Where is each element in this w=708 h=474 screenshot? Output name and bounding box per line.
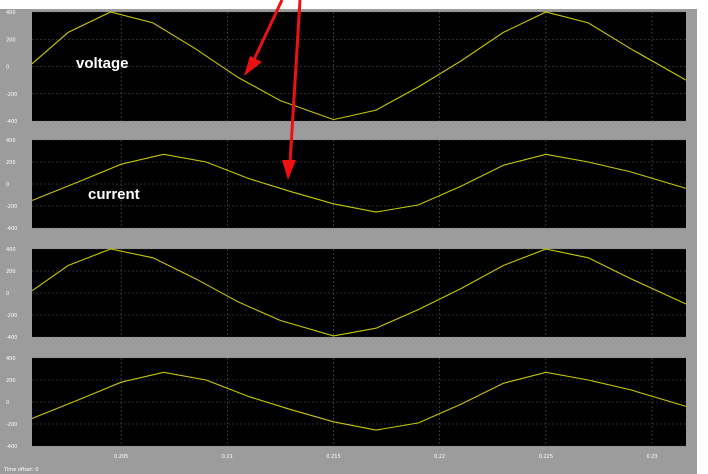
y-tick-label: -200 xyxy=(6,204,17,210)
plot-area xyxy=(32,358,686,446)
y-tick-label: 200 xyxy=(6,378,16,384)
trace-line xyxy=(31,11,687,121)
plot-area xyxy=(32,249,686,337)
y-tick-label: -400 xyxy=(6,226,17,232)
scope-panel-2: 400 200 0 -200 -400 xyxy=(6,138,687,232)
y-tick-label: 0 xyxy=(6,291,9,297)
scope-plots: 400 200 0 -200 -400 400 200 0 -200 -400 400 200 0 -20… xyxy=(6,10,687,460)
y-tick-label: 400 xyxy=(6,356,16,362)
x-tick-label: 0.205 xyxy=(114,454,128,460)
scope-panel-3: 400 200 0 -200 -400 xyxy=(6,247,687,341)
x-tick-label: 0.215 xyxy=(326,454,340,460)
y-tick-label: 200 xyxy=(6,37,16,43)
x-tick-label: 0.21 xyxy=(222,454,233,460)
scope-panel-1: 400 200 0 -200 -400 xyxy=(6,10,687,125)
y-tick-label: 200 xyxy=(6,269,16,275)
y-tick-label: 0 xyxy=(6,400,9,406)
y-tick-label: 200 xyxy=(6,160,16,166)
y-tick-label: -200 xyxy=(6,313,17,319)
x-tick-label: 0.23 xyxy=(646,454,657,460)
y-tick-label: -200 xyxy=(6,92,17,98)
x-tick-label: 0.225 xyxy=(539,454,553,460)
time-offset-label: Time offset: 0 xyxy=(4,467,39,473)
trace-line xyxy=(31,371,687,431)
y-tick-label: -400 xyxy=(6,119,17,125)
y-tick-label: 400 xyxy=(6,138,16,144)
plot-area xyxy=(32,140,686,228)
trace-line xyxy=(31,248,687,337)
scope-window: 400 200 0 -200 -400 400 200 0 -200 -400 400 200 0 -20… xyxy=(0,9,697,474)
y-tick-label: -400 xyxy=(6,335,17,341)
plot-area xyxy=(32,12,686,121)
y-tick-label: -400 xyxy=(6,444,17,450)
y-tick-label: 0 xyxy=(6,65,9,71)
y-tick-label: 400 xyxy=(6,10,16,16)
y-tick-label: -200 xyxy=(6,422,17,428)
trace-line xyxy=(31,153,687,213)
y-tick-label: 0 xyxy=(6,182,9,188)
x-tick-label: 0.22 xyxy=(434,454,445,460)
scope-panel-4: 400 200 0 -200 -400 xyxy=(6,356,687,450)
y-tick-label: 400 xyxy=(6,247,16,253)
